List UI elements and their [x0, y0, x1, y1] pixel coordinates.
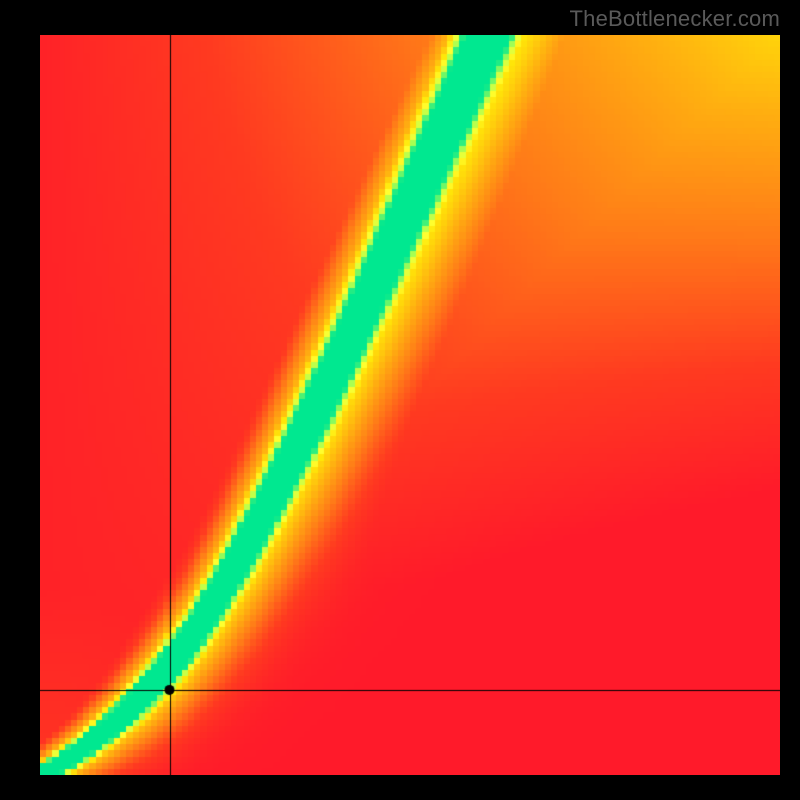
- chart-container: TheBottlenecker.com: [0, 0, 800, 800]
- bottleneck-heatmap: [40, 35, 780, 775]
- watermark-text: TheBottlenecker.com: [570, 6, 780, 32]
